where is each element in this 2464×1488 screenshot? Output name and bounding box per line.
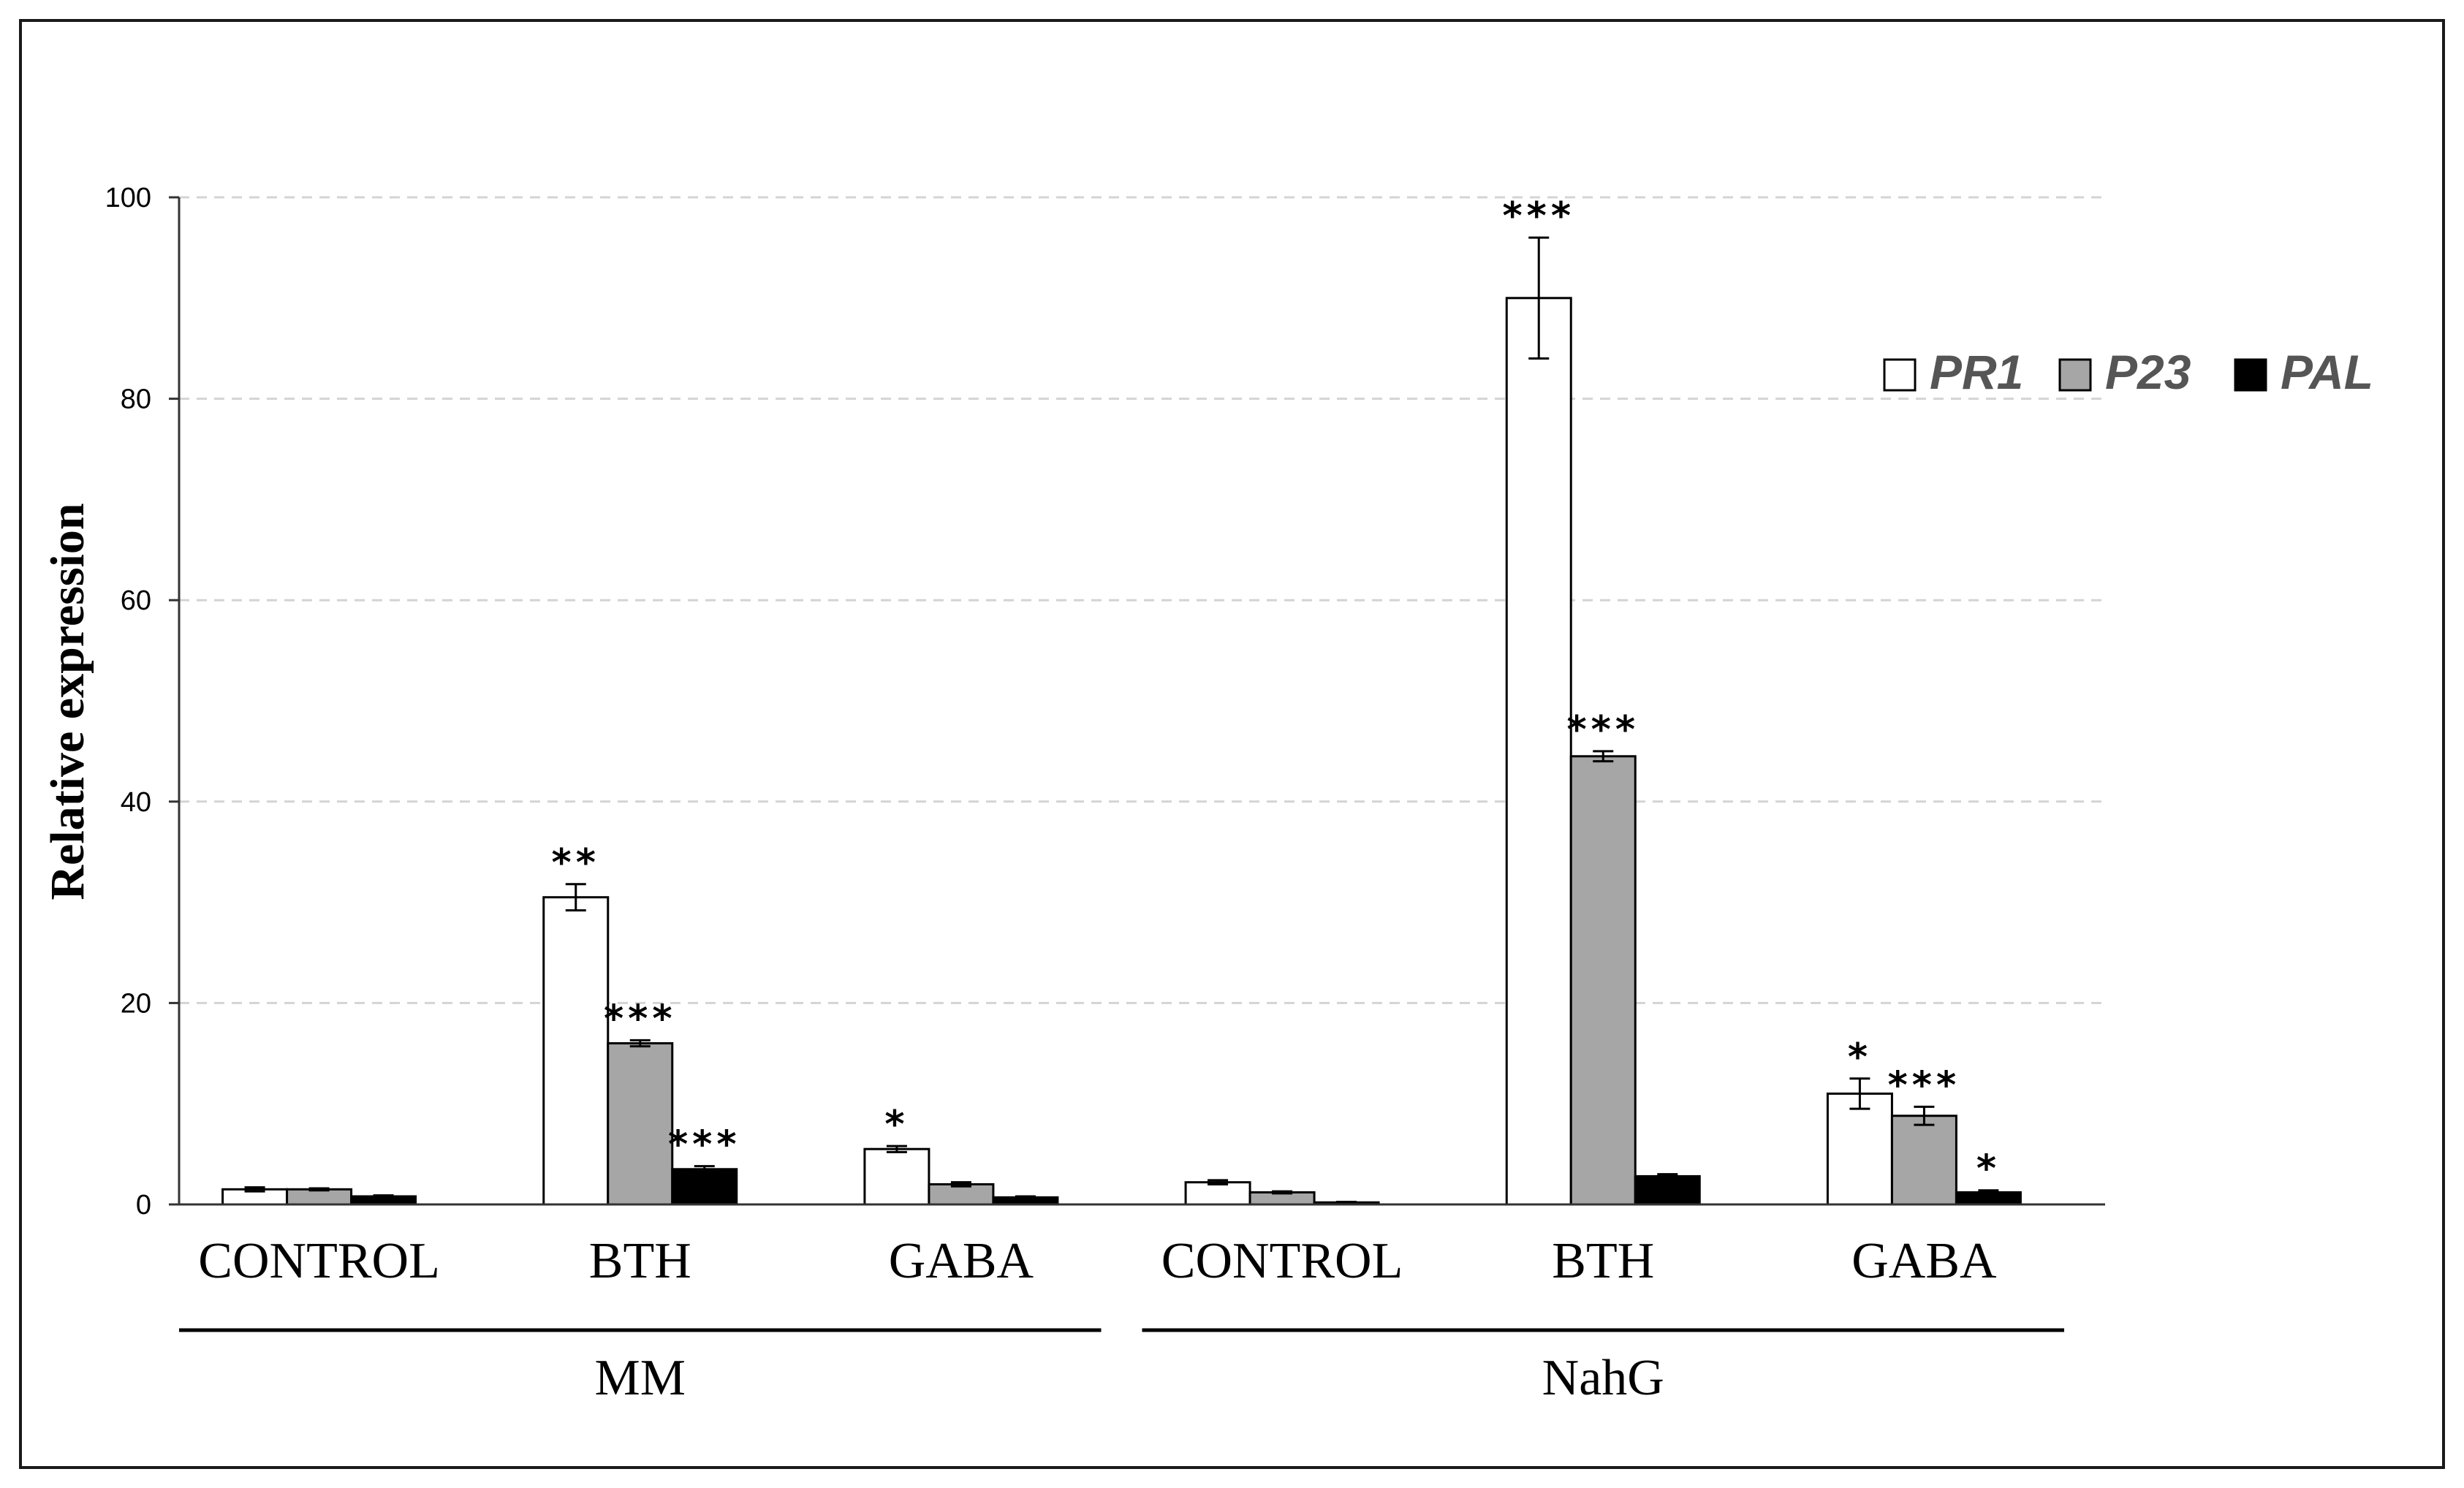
category-label: GABA xyxy=(1851,1233,1997,1289)
category-label: BTH xyxy=(589,1233,691,1289)
bar-pr1 xyxy=(542,896,610,1206)
significance-mark: * xyxy=(1848,1036,1872,1079)
bar-pal xyxy=(671,1168,738,1206)
bar-p23 xyxy=(286,1188,353,1206)
gridlines xyxy=(179,196,2105,1004)
significance-mark: *** xyxy=(1566,708,1639,752)
category-label: GABA xyxy=(889,1233,1034,1289)
group-label: MM xyxy=(595,1350,686,1406)
significance-mark: *** xyxy=(1888,1063,1961,1107)
legend-swatch-p23 xyxy=(2058,358,2092,392)
y-tick-label: 80 xyxy=(121,384,151,415)
y-axis-title: Relative expression xyxy=(41,503,94,900)
error-bars xyxy=(244,236,1999,1204)
y-tick-label: 100 xyxy=(105,183,151,213)
y-tick-label: 0 xyxy=(136,1190,151,1221)
legend-swatch-pal xyxy=(2234,358,2267,392)
significance-mark: *** xyxy=(668,1123,741,1167)
bar-pr1 xyxy=(1505,297,1572,1206)
bar-p23 xyxy=(607,1042,674,1206)
y-tick-label: 60 xyxy=(121,585,151,616)
legend-label: PAL xyxy=(2281,345,2373,399)
significance-mark: *** xyxy=(604,997,677,1041)
y-tick-label: 20 xyxy=(121,988,151,1019)
significance-mark: ** xyxy=(552,841,600,885)
bars xyxy=(221,297,2022,1206)
y-tick-label: 40 xyxy=(121,787,151,818)
group-label: NahG xyxy=(1542,1350,1664,1406)
bar-pr1 xyxy=(1184,1181,1251,1206)
group-labels: MM NahG xyxy=(179,1328,2064,1406)
category-label: CONTROL xyxy=(198,1233,440,1289)
bar-pr1 xyxy=(863,1147,930,1206)
chart-frame: ** * *** * *** *** *** *** * 0 20 40 60 80 100 CONTRO… xyxy=(19,19,2445,1469)
significance-mark: *** xyxy=(1502,194,1575,238)
significance-marks: ******************** xyxy=(552,194,2001,1191)
significance-mark: * xyxy=(1976,1147,2001,1191)
bar-pr1 xyxy=(1826,1092,1893,1206)
bar-p23 xyxy=(1890,1115,1957,1206)
y-tick-labels: 0 20 40 60 80 100 xyxy=(105,183,151,1221)
legend-label: P23 xyxy=(2105,345,2191,399)
category-label: CONTROL xyxy=(1161,1233,1403,1289)
x-category-labels: CONTROL BTH GABA CONTROL BTH GABA xyxy=(198,1233,1997,1289)
significance-mark: * xyxy=(884,1103,909,1147)
category-label: BTH xyxy=(1552,1233,1654,1289)
legend-label: PR1 xyxy=(1930,345,2023,399)
bar-p23 xyxy=(1569,755,1637,1206)
legend-swatch-pr1 xyxy=(1883,358,1917,392)
bar-pal xyxy=(1634,1174,1701,1206)
axes xyxy=(169,196,2105,1206)
legend: PR1 P23 PAL xyxy=(1883,345,2373,399)
